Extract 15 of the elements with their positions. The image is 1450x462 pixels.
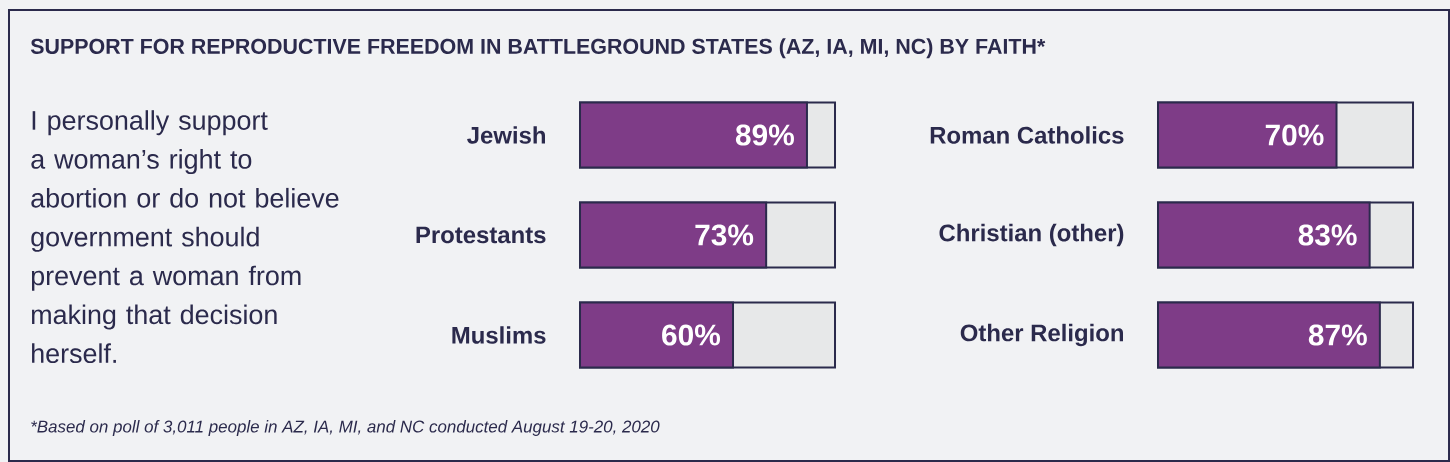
text: I personally support a woman’s right to abortion or do not believe government should prevent a woman from making that decision herself.: [31, 110, 339, 364]
y-tick-label: Jewish: [467, 126, 545, 144]
data-label: 70%: [1265, 124, 1324, 146]
y-tick-label: Christian (other): [939, 223, 1124, 247]
data-label: 89%: [735, 124, 794, 146]
y-tick-label: Muslims: [452, 326, 546, 344]
data-label: 73%: [695, 224, 754, 246]
data-label: 83%: [1298, 224, 1357, 246]
y-tick-label: Protestants: [416, 226, 546, 244]
data-label: 87%: [1308, 324, 1367, 346]
text: *Based on poll of 3,011 people in AZ, IA, MI, and NC conducted August 19-20, 2020: [31, 420, 660, 436]
chart-title: SUPPORT FOR REPRODUCTIVE FREEDOM IN BATTLEGROUND STATES (AZ, IA, MI, NC) BY FAITH*: [30, 38, 1046, 59]
y-tick-label: Other Religion: [960, 323, 1123, 347]
data-label: 60%: [662, 324, 721, 346]
y-tick-label: Roman Catholics: [930, 126, 1124, 144]
